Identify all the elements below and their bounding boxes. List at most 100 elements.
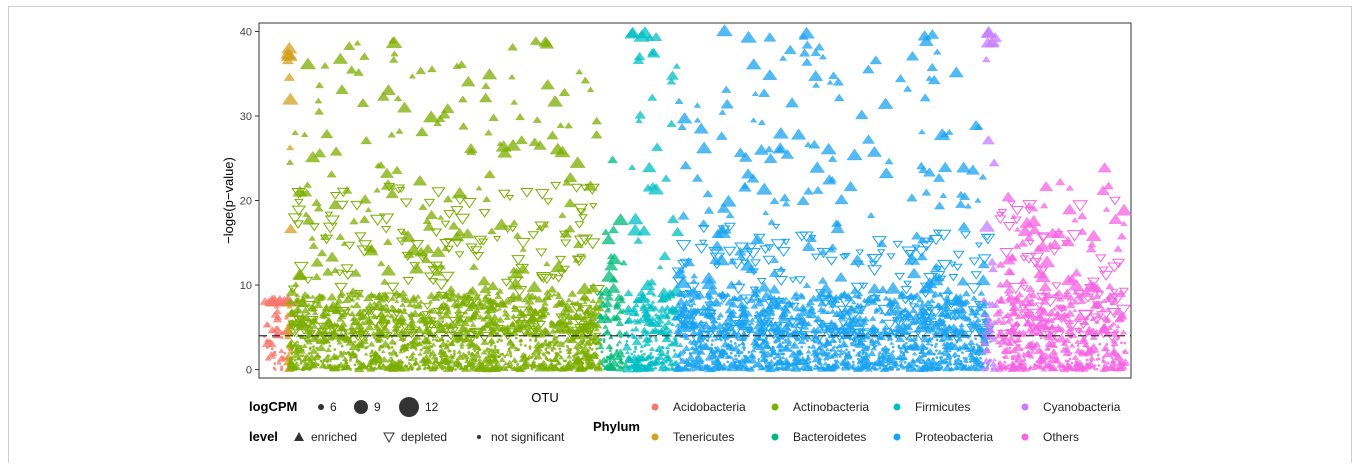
point-depleted (515, 237, 531, 249)
point-enriched (479, 92, 493, 103)
point-depleted (555, 313, 571, 325)
point-not-significant (894, 360, 898, 364)
point-not-significant (711, 339, 714, 342)
point-not-significant (555, 341, 559, 344)
point-enriched (605, 343, 614, 350)
point-enriched (369, 330, 378, 337)
point-not-significant (833, 359, 837, 363)
point-enriched (464, 358, 470, 363)
point-enriched (526, 354, 533, 359)
point-enriched (526, 280, 543, 292)
point-enriched (389, 304, 395, 308)
phylum-legend: Phylum Acidobacteria Actinobacteria Firmic… (593, 400, 1121, 444)
point-not-significant (1003, 360, 1007, 364)
point-not-significant (370, 360, 374, 363)
point-depleted (555, 255, 567, 264)
point-enriched (621, 343, 633, 351)
point-not-significant (729, 351, 733, 355)
point-enriched (401, 344, 409, 350)
point-enriched (409, 343, 417, 349)
point-enriched (447, 353, 455, 359)
point-not-significant (365, 345, 369, 349)
point-not-significant (402, 349, 406, 353)
point-enriched (360, 337, 369, 345)
point-not-significant (1087, 349, 1090, 353)
point-not-significant (408, 358, 411, 362)
point-depleted (354, 289, 364, 297)
point-not-significant (599, 338, 603, 341)
point-depleted (459, 296, 474, 308)
point-depleted (421, 321, 437, 333)
point-enriched (397, 101, 412, 113)
logcpm-size-dot (354, 400, 368, 414)
point-enriched (504, 139, 522, 151)
point-enriched (326, 292, 338, 301)
point-not-significant (898, 347, 902, 350)
point-not-significant (522, 366, 526, 370)
point-enriched (487, 227, 497, 235)
point-enriched (311, 198, 322, 206)
point-not-significant (428, 348, 432, 351)
point-not-significant (766, 361, 770, 365)
point-enriched (559, 228, 573, 238)
point-not-significant (468, 364, 472, 368)
point-enriched (359, 215, 370, 223)
point-not-significant (753, 346, 757, 350)
point-not-significant (747, 368, 750, 371)
point-enriched (469, 262, 479, 270)
point-not-significant (389, 356, 393, 360)
point-enriched (469, 322, 477, 327)
point-not-significant (743, 359, 747, 363)
point-enriched (293, 361, 301, 367)
point-enriched (586, 86, 595, 92)
point-not-significant (847, 350, 851, 354)
point-depleted (505, 328, 517, 337)
point-enriched (539, 37, 555, 49)
point-depleted (535, 248, 548, 258)
point-not-significant (830, 354, 834, 357)
point-depleted (369, 214, 386, 226)
point-enriched (569, 156, 586, 168)
point-enriched (315, 81, 324, 89)
point-enriched (418, 311, 425, 316)
point-not-significant (878, 366, 882, 370)
point-enriched (285, 298, 295, 305)
point-depleted (500, 278, 513, 287)
point-not-significant (595, 347, 599, 351)
point-enriched (507, 42, 518, 51)
point-enriched (316, 296, 325, 302)
point-depleted (433, 279, 449, 291)
point-enriched (629, 353, 639, 361)
point-enriched (440, 103, 455, 113)
point-enriched (409, 356, 416, 361)
point-not-significant (452, 349, 456, 353)
point-not-significant (597, 341, 601, 344)
point-enriched (381, 349, 386, 354)
point-enriched (494, 293, 503, 299)
point-enriched (301, 131, 309, 137)
point-depleted (396, 228, 406, 235)
point-not-significant (552, 364, 556, 367)
point-depleted (522, 325, 539, 337)
point-enriched (537, 312, 547, 319)
point-enriched (544, 350, 549, 354)
point-not-significant (497, 338, 501, 342)
point-enriched (631, 337, 642, 345)
point-not-significant (494, 358, 498, 362)
point-enriched (358, 194, 372, 204)
point-not-significant (514, 336, 518, 340)
point-not-significant (378, 348, 381, 352)
point-enriched (380, 167, 394, 178)
point-enriched (529, 360, 538, 367)
point-enriched (496, 287, 504, 294)
point-enriched (501, 310, 511, 317)
point-depleted (497, 189, 511, 199)
point-not-significant (927, 358, 931, 362)
point-enriched (381, 84, 396, 95)
point-not-significant (616, 343, 619, 347)
point-not-significant (395, 354, 399, 358)
point-not-significant (945, 342, 949, 346)
point-enriched (422, 110, 440, 123)
point-not-significant (466, 362, 470, 366)
point-not-significant (783, 338, 787, 342)
